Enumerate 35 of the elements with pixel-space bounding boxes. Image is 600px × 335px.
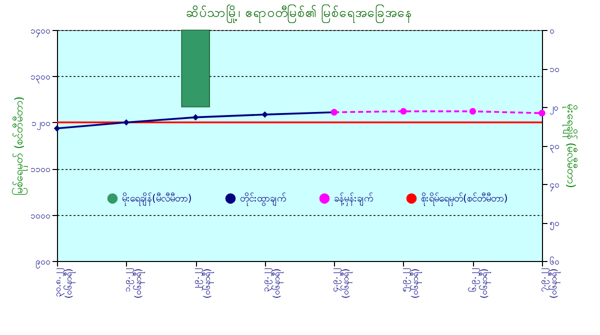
point (262, 111, 268, 118)
y2-tick-label: ၂၀ (550, 104, 558, 114)
point (192, 114, 199, 120)
chart-title: ဆိပ်သာမြို့၊ ဧရာဝတီမြစ်၏ မြစ်ရေအခြေအနေ (186, 4, 414, 23)
y2-tick-label: ၆၀ (550, 256, 560, 268)
y-tick-label: ၉၀၀ (36, 258, 50, 268)
x-tick-label: ၄.၉.၂၂ (၀၆နာရီ) (330, 268, 353, 299)
x-tick-label: ၃.၉.၂၂ (၀၆နာရီ) (261, 268, 284, 299)
legend-label: စိုးရိမ်ရေမှတ်(စင်တီမီတာ) (421, 192, 508, 207)
y-tick-label: ၁၄၀၀ (30, 26, 50, 38)
point (400, 108, 407, 115)
x-tick-label: ၆.၉.၂၂ (၀၆နာရီ) (468, 268, 492, 299)
point (469, 108, 476, 115)
y-tick-label: ၁၀၀၀ (30, 211, 50, 222)
legend-label: တိုင်းထွာချက် (240, 192, 286, 207)
x-tick-label: ၁.၉.၂၂ (၀၆နာရီ) (122, 268, 145, 299)
y2-tick-label: ၁၀ (550, 65, 560, 75)
legend-label: ခန့်မှန်းချက် (334, 192, 373, 207)
y2-axis-title: မိုးရေချိန် (မီလီမီတာ) (562, 104, 578, 188)
y2-tick-label: ၀ (550, 26, 554, 36)
x-tick-label: ၃၀.၈.၂၂ (၀၆နာရီ) (54, 268, 76, 299)
point (54, 125, 60, 132)
y2-tick-label: ၃၀ (550, 142, 560, 153)
y-axis-title: မြစ်ရေမှတ် (စင်တီမီတာ) (12, 96, 28, 196)
legend-label: မိုးရေချိန်(မီလီမီတာ) (122, 192, 192, 207)
y2-tick-label: ၄၀ (550, 180, 560, 192)
y2-tick-label: ၅၀ (550, 219, 560, 230)
x-tick-label: ၂.၉.၂၂ (၀၆နာရီ) (192, 268, 214, 299)
x-tick-label: ၅.၉.၂၂ (၀၆နာရီ) (400, 268, 422, 299)
point (538, 110, 546, 117)
point (123, 119, 130, 126)
x-tick-label: ၇.၉.၂၂ (၀၆နာရီ) (538, 268, 560, 299)
y-tick-label: ၁၂၀၀ (32, 118, 50, 130)
y-tick-label: ၁၃၀၀ (30, 72, 50, 84)
y-tick-label: ၁၁၀၀ (30, 165, 50, 176)
